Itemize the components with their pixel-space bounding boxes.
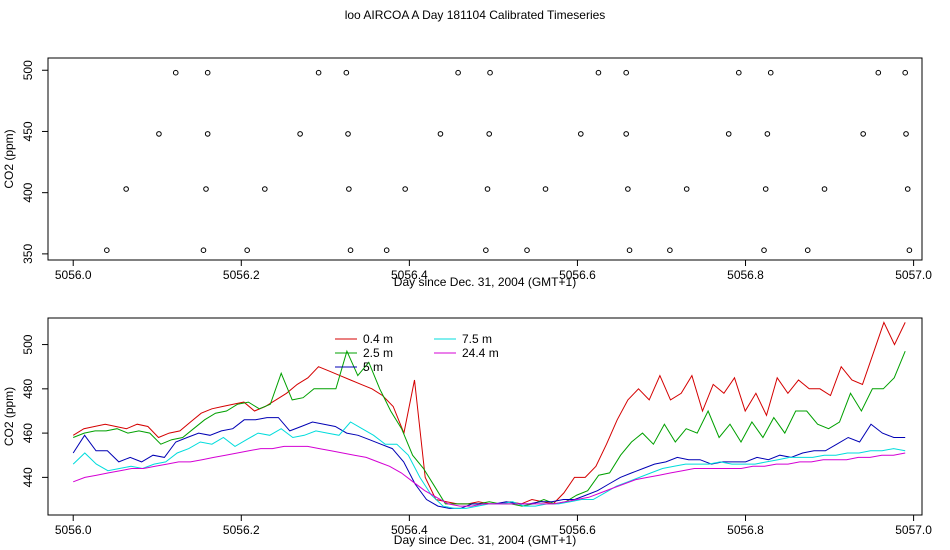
y-tick-label: 480 <box>21 378 35 398</box>
x-axis-label: Day since Dec. 31, 2004 (GMT+1) <box>394 533 576 547</box>
data-point <box>902 69 908 76</box>
data-point <box>821 186 828 192</box>
data-point <box>542 186 549 192</box>
data-point <box>172 69 179 76</box>
series-line <box>72 421 906 509</box>
data-point <box>804 247 811 254</box>
y-tick-label: 450 <box>21 121 35 141</box>
data-point <box>595 69 602 76</box>
y-tick-label: 500 <box>21 60 35 80</box>
data-point <box>486 131 493 137</box>
data-point <box>346 186 352 192</box>
y-tick-label: 500 <box>21 334 35 354</box>
data-point <box>762 186 769 192</box>
data-point <box>200 247 207 254</box>
x-tick-label: 5056.0 <box>55 268 92 282</box>
x-tick-label: 5056.4 <box>391 523 428 537</box>
data-point <box>735 69 742 76</box>
data-point <box>104 247 110 254</box>
data-point <box>203 186 209 192</box>
x-tick-label: 5056.8 <box>727 523 764 537</box>
data-point <box>204 69 211 76</box>
legend-entry: 7.5 m <box>462 332 492 346</box>
data-point <box>437 131 444 137</box>
plot-frame <box>47 317 923 516</box>
x-tick-label: 5056.2 <box>223 268 260 282</box>
data-point <box>123 186 129 192</box>
data-point <box>343 69 350 76</box>
data-point <box>623 69 629 76</box>
x-tick-label: 5057.0 <box>895 523 932 537</box>
data-point <box>524 247 530 254</box>
x-tick-label: 5056.2 <box>223 523 260 537</box>
data-point <box>244 247 250 254</box>
data-point <box>904 186 911 192</box>
y-tick-label: 400 <box>21 182 35 202</box>
data-point <box>764 131 771 137</box>
x-tick-label: 5056.4 <box>391 268 428 282</box>
data-point <box>578 131 584 137</box>
data-point <box>347 247 354 254</box>
plot-frame <box>47 57 923 261</box>
data-point <box>345 131 351 137</box>
data-point <box>767 69 774 76</box>
data-point <box>297 131 303 137</box>
data-point <box>402 186 408 192</box>
y-tick-label: 350 <box>21 244 35 264</box>
legend-entry: 5 m <box>363 360 383 374</box>
data-point <box>860 131 866 137</box>
data-point <box>903 131 909 137</box>
x-tick-label: 5056.0 <box>55 523 92 537</box>
data-point <box>484 186 491 192</box>
data-point <box>626 247 633 254</box>
data-point <box>623 131 629 137</box>
x-tick-label: 5056.6 <box>559 268 596 282</box>
series-line <box>73 349 906 507</box>
data-point <box>875 69 882 76</box>
data-point <box>455 69 461 76</box>
data-point <box>906 247 913 254</box>
legend-entry: 24.4 m <box>462 346 499 360</box>
top-panel: 5056.0 5056.2 5056.4 5056.6 5056.8 5057.0 350 4… <box>2 57 932 289</box>
data-point <box>383 247 390 254</box>
y-axis-label: CO2 (ppm) <box>2 387 16 446</box>
chart-title: loo AIRCOA A Day 181104 Calibrated Times… <box>344 8 606 22</box>
data-point <box>667 247 673 254</box>
data-point <box>487 69 493 76</box>
data-point <box>483 247 489 254</box>
bottom-panel: 5056.0 5056.2 5056.4 5056.6 5056.8 5057.0 440 4… <box>2 317 932 547</box>
x-tick-label: 5056.6 <box>559 523 596 537</box>
data-point <box>315 69 322 76</box>
data-point <box>761 247 767 254</box>
y-tick-label: 440 <box>21 467 35 487</box>
legend-entry: 2.5 m <box>363 346 393 360</box>
x-tick-label: 5057.0 <box>895 268 932 282</box>
data-point <box>204 131 211 137</box>
data-point <box>156 131 162 137</box>
x-axis-label: Day since Dec. 31, 2004 (GMT+1) <box>394 275 576 289</box>
y-axis-label: CO2 (ppm) <box>2 129 16 188</box>
y-tick-label: 460 <box>21 423 35 443</box>
series-line <box>73 445 906 507</box>
data-point <box>262 186 268 192</box>
data-point <box>725 131 732 137</box>
legend-entry: 0.4 m <box>363 332 393 346</box>
data-point <box>625 186 631 192</box>
data-point <box>683 186 690 192</box>
series-line <box>72 417 906 509</box>
x-tick-label: 5056.8 <box>727 268 764 282</box>
